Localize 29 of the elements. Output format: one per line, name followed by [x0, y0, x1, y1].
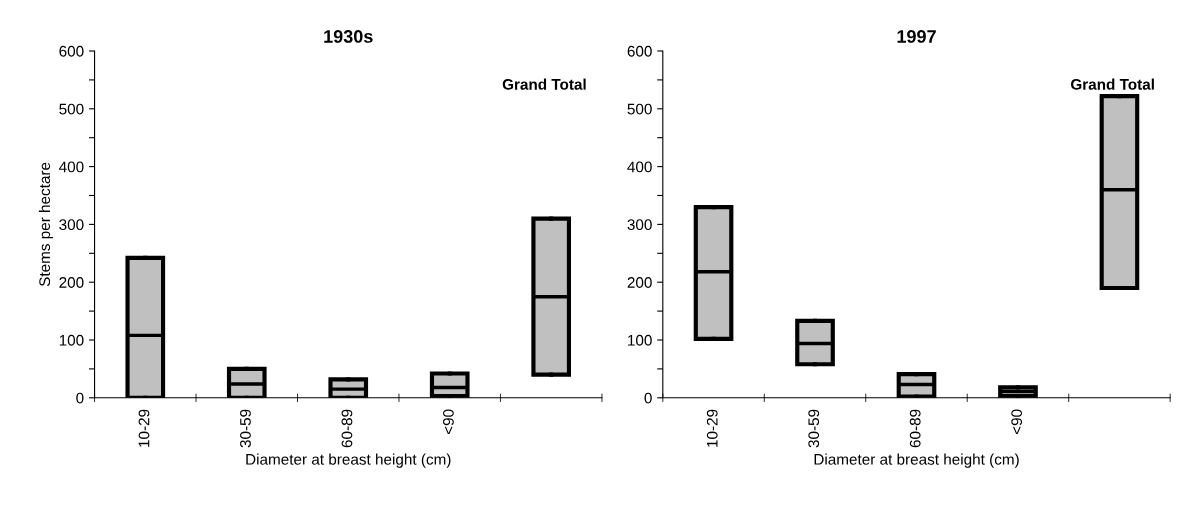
- x-tick-label: 30-59: [240, 409, 251, 448]
- y-tick-label: 500: [627, 103, 652, 115]
- x-tick-label: 60-89: [341, 409, 353, 448]
- y-tick-label: 300: [59, 219, 84, 231]
- x-axis-title: Diameter at breast height (cm): [814, 453, 1019, 468]
- y-tick-label: 400: [627, 161, 652, 173]
- x-tick-label: <90: [1011, 409, 1023, 435]
- x-tick-label: 10-29: [138, 409, 150, 447]
- x-tick-label: 10-29: [706, 409, 718, 447]
- x-axis-title: Diameter at breast height (cm): [246, 453, 451, 468]
- x-tick-label: 30-59: [808, 409, 820, 448]
- annotation: Grand Total: [502, 78, 586, 90]
- y-tick-label: 100: [59, 334, 84, 346]
- y-tick-label: 400: [59, 161, 84, 173]
- y-axis-title: Stems per hectare: [38, 162, 54, 287]
- y-tick-label: 200: [627, 277, 652, 288]
- annotation: Grand Total: [1070, 78, 1154, 90]
- x-tick-label: 60-89: [909, 409, 921, 448]
- y-tick-label: 500: [59, 103, 84, 115]
- y-tick-label: 300: [627, 219, 652, 231]
- y-tick-label: 200: [59, 277, 84, 288]
- y-tick-label: 600: [627, 45, 652, 57]
- y-tick-label: 100: [628, 334, 652, 346]
- y-tick-label: 0: [76, 392, 84, 404]
- x-tick-label: <90: [443, 409, 454, 435]
- y-tick-label: 600: [59, 45, 84, 57]
- chart-title: 1930s: [324, 30, 373, 43]
- chart-title: 1997: [897, 30, 936, 43]
- y-tick-label: 0: [644, 392, 652, 404]
